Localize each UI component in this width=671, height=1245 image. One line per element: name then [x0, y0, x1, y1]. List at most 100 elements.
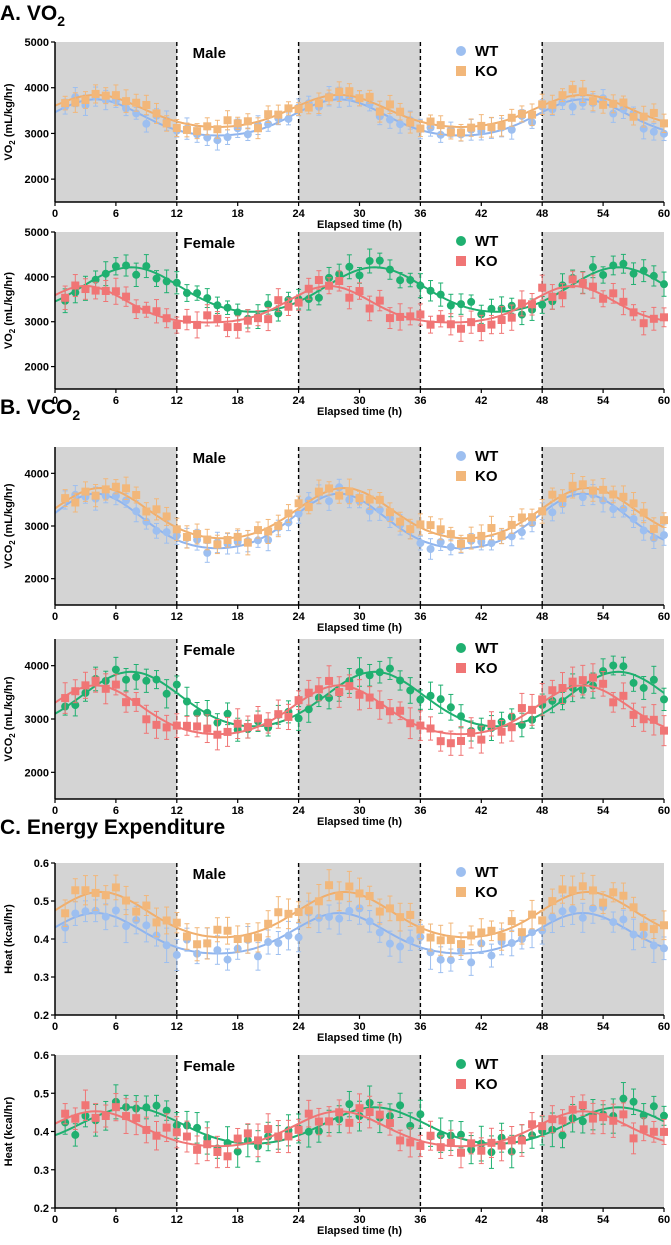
data-point-ko: [274, 908, 283, 917]
data-point-ko: [629, 499, 638, 508]
data-point-ko: [122, 698, 131, 707]
data-point-ko: [243, 1129, 252, 1138]
data-point-wt: [182, 289, 191, 298]
chart-vo2-male: 0 6 12 18 24 30 36 42 48 54 60 2000 3000 4000 5000 Elap…: [3, 37, 670, 231]
data-point-ko: [213, 925, 222, 934]
data-point-ko: [517, 513, 526, 522]
data-point-ko: [355, 690, 364, 699]
data-point-ko: [649, 1127, 658, 1136]
legend-marker-wt: [456, 451, 466, 461]
y-tick-label: 2000: [25, 767, 49, 779]
data-point-wt: [304, 1127, 313, 1136]
x-tick-label: 12: [171, 1021, 183, 1033]
data-point-wt: [619, 915, 628, 924]
data-point-wt: [446, 301, 455, 310]
data-point-ko: [304, 688, 313, 697]
data-point-ko: [538, 916, 547, 925]
data-point-ko: [588, 673, 597, 682]
data-point-ko: [639, 1125, 648, 1134]
data-point-wt: [436, 695, 445, 704]
data-point-wt: [223, 709, 232, 718]
data-point-ko: [284, 104, 293, 113]
data-point-ko: [111, 91, 120, 100]
data-point-ko: [609, 490, 618, 499]
x-tick-label: 18: [232, 208, 244, 220]
data-point-ko: [609, 99, 618, 108]
x-tick-label: 0: [52, 805, 58, 817]
data-point-ko: [568, 481, 577, 490]
data-point-ko: [548, 686, 557, 695]
data-point-wt: [345, 906, 354, 915]
data-point-wt: [111, 665, 120, 674]
data-point-wt: [91, 906, 100, 915]
y-tick-label: 0.6: [34, 1050, 49, 1062]
legend-label: KO: [475, 884, 498, 901]
data-point-wt: [233, 1147, 242, 1156]
data-point-wt: [660, 280, 668, 289]
data-point-ko: [203, 1140, 212, 1149]
section-title-subscript: 2: [72, 407, 80, 423]
data-point-ko: [426, 521, 435, 530]
data-point-ko: [81, 1101, 90, 1110]
x-tick-label: 18: [232, 805, 244, 817]
y-axis-label: VO2 (mL/kg/hr): [3, 83, 17, 161]
data-point-wt: [436, 955, 445, 964]
data-point-ko: [548, 897, 557, 906]
data-point-ko: [193, 1145, 202, 1154]
data-point-ko: [365, 495, 374, 504]
data-point-wt: [294, 714, 303, 723]
data-point-ko: [365, 892, 374, 901]
data-point-ko: [264, 718, 273, 727]
data-point-ko: [193, 127, 202, 136]
data-point-ko: [314, 275, 323, 284]
data-point-ko: [111, 883, 120, 892]
data-point-ko: [335, 688, 344, 697]
data-point-ko: [203, 311, 212, 320]
data-point-ko: [223, 323, 232, 332]
data-point-wt: [203, 294, 212, 303]
data-point-wt: [568, 905, 577, 914]
data-point-ko: [446, 935, 455, 944]
data-point-wt: [416, 695, 425, 704]
data-point-wt: [101, 912, 110, 921]
data-point-wt: [122, 675, 131, 684]
data-point-ko: [304, 503, 313, 512]
legend-label: WT: [475, 448, 498, 465]
data-point-ko: [314, 99, 323, 108]
data-point-wt: [467, 297, 476, 306]
data-point-wt: [548, 696, 557, 705]
data-point-ko: [548, 1115, 557, 1124]
data-point-ko: [71, 687, 80, 696]
data-point-wt: [172, 680, 181, 689]
data-point-ko: [609, 888, 618, 897]
data-point-ko: [599, 294, 608, 303]
data-point-ko: [243, 538, 252, 547]
data-point-wt: [375, 668, 384, 677]
data-point-wt: [325, 912, 334, 921]
data-point-ko: [101, 91, 110, 100]
x-tick-label: 0: [52, 395, 58, 407]
data-point-ko: [91, 286, 100, 295]
data-point-ko: [477, 531, 486, 540]
data-point-ko: [487, 926, 496, 935]
data-point-wt: [213, 301, 222, 310]
data-point-ko: [396, 1136, 405, 1145]
y-axis-label-subscript: 2: [8, 733, 17, 738]
data-point-ko: [182, 532, 191, 541]
data-point-ko: [152, 307, 161, 316]
data-point-ko: [467, 318, 476, 327]
data-point-ko: [477, 1146, 486, 1155]
data-point-wt: [152, 675, 161, 684]
data-point-ko: [61, 1109, 70, 1118]
data-point-ko: [274, 110, 283, 119]
legend-label: WT: [475, 864, 498, 881]
data-point-ko: [172, 721, 181, 730]
y-axis-label: VCO2 (mL/kg/hr): [3, 483, 17, 568]
data-point-ko: [91, 676, 100, 685]
data-point-wt: [345, 262, 354, 271]
legend-marker-ko: [456, 663, 466, 673]
data-point-ko: [385, 1119, 394, 1128]
data-point-wt: [325, 497, 334, 506]
y-tick-label: 0.3: [34, 972, 49, 984]
